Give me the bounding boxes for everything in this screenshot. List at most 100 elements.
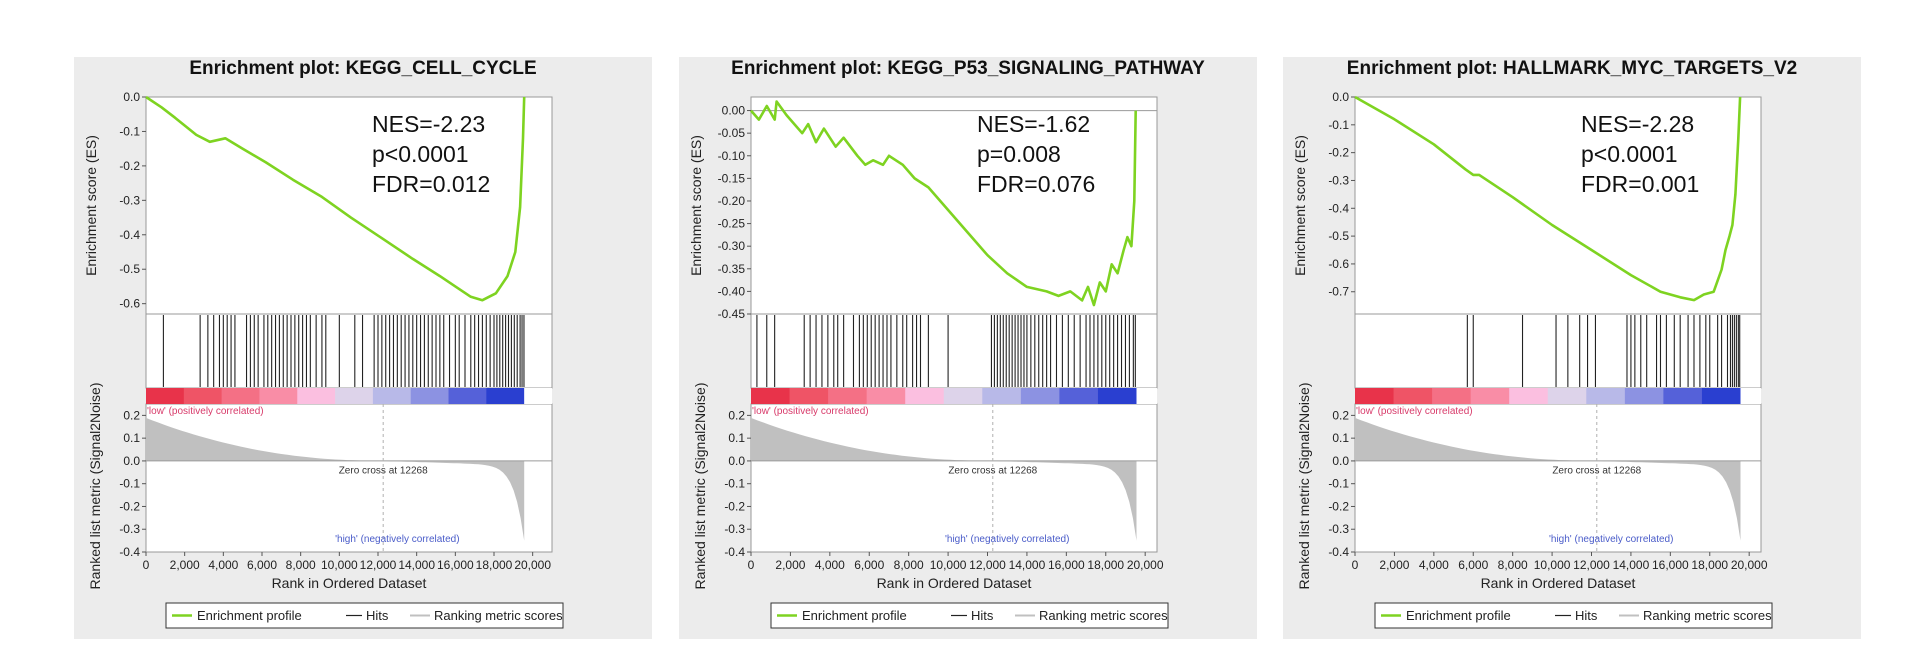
xtick-label: 4,000 <box>208 558 238 572</box>
rank-ytick-label: 0.0 <box>728 454 745 468</box>
enrichment-panel-2: Enrichment plot: KEGG_P53_SIGNALING_PATH… <box>679 57 1257 639</box>
xtick-label: 2,000 <box>775 558 805 572</box>
legend: Enrichment profile Hits Ranking metric sco… <box>165 602 564 629</box>
xtick-label: 4,000 <box>815 558 845 572</box>
stat-1: p=0.008 <box>977 141 1061 167</box>
es-ytick-label: -0.2 <box>1328 146 1349 160</box>
label-low: 'low' (positively correlated) <box>1356 406 1473 417</box>
es-plot-frame <box>1354 96 1762 315</box>
es-ytick-label: -0.2 <box>119 159 140 173</box>
xtick-label: 18,000 <box>1087 558 1124 572</box>
es-ytick-label: -0.1 <box>119 124 140 138</box>
label-high: 'high' (negatively correlated) <box>335 534 459 545</box>
heat-segment <box>486 388 525 404</box>
es-ytick-label: -0.25 <box>718 217 746 231</box>
heat-segment <box>1393 388 1433 404</box>
xtick-label: 14,000 <box>398 558 435 572</box>
xtick-label: 18,000 <box>476 558 513 572</box>
rank-ytick-label: 0.2 <box>728 408 745 422</box>
es-ytick-label: 0.0 <box>123 90 140 104</box>
heat-segment <box>1586 388 1626 404</box>
es-ytick-label: -0.30 <box>718 239 746 253</box>
heat-tail <box>1136 388 1157 404</box>
xtick-label: 0 <box>1352 558 1359 572</box>
heat-segment <box>259 388 298 404</box>
legend: Enrichment profile Hits Ranking metric sco… <box>1374 602 1773 629</box>
label-low: 'low' (positively correlated) <box>147 406 264 417</box>
heat-segment <box>297 388 336 404</box>
legend-profile-label: Enrichment profile <box>802 608 907 623</box>
enrichment-panel-1: Enrichment plot: KEGG_CELL_CYCLE 0.0 -0.1 -… <box>74 57 652 639</box>
xtick-label: 10,000 <box>1534 558 1571 572</box>
heat-segment <box>1701 388 1742 404</box>
xtick-label: 20,000 <box>514 558 551 572</box>
heat-tail <box>1740 388 1761 404</box>
stat-2: FDR=0.001 <box>1581 171 1699 197</box>
rank-ytick-label: -0.2 <box>119 499 140 513</box>
es-ytick-label: -0.5 <box>1328 229 1349 243</box>
rank-ytick-label: 0.1 <box>728 431 745 445</box>
xtick-label: 16,000 <box>1652 558 1689 572</box>
rank-ytick-label: -0.3 <box>119 522 140 536</box>
xtick-label: 2,000 <box>170 558 200 572</box>
ranking-metric-area <box>146 415 525 541</box>
zero-cross-label: Zero cross at 12268 <box>1552 465 1641 476</box>
rank-ytick-label: 0.2 <box>1332 408 1349 422</box>
es-ytick-label: 0.0 <box>1332 90 1349 104</box>
es-ytick-label: -0.20 <box>718 194 746 208</box>
ranking-metric-area <box>1355 415 1741 541</box>
xtick-label: 6,000 <box>854 558 884 572</box>
ranking-metric-area <box>751 415 1137 541</box>
legend-ranking-label: Ranking metric scores <box>1643 608 1772 623</box>
xtick-label: 8,000 <box>286 558 316 572</box>
chart-svg: Enrichment plot: HALLMARK_MYC_TARGETS_V2… <box>1292 58 1797 629</box>
stat-0: NES=-1.62 <box>977 111 1090 137</box>
es-ytick-label: -0.45 <box>718 307 746 321</box>
rank-ytick-label: -0.2 <box>724 499 745 513</box>
zero-cross-label: Zero cross at 12268 <box>339 465 428 476</box>
stat-2: FDR=0.076 <box>977 171 1095 197</box>
hits-frame <box>1354 313 1762 389</box>
heat-segment <box>146 388 185 404</box>
heat-segment <box>1624 388 1664 404</box>
legend-ranking-label: Ranking metric scores <box>434 608 563 623</box>
rank-ytick-label: -0.1 <box>1328 477 1349 491</box>
chart-svg: Enrichment plot: KEGG_P53_SIGNALING_PATH… <box>688 58 1205 629</box>
es-ytick-label: 0.00 <box>722 104 746 118</box>
xlabel: Rank in Ordered Dataset <box>272 575 427 591</box>
stat-2: FDR=0.012 <box>372 171 490 197</box>
zero-cross-label: Zero cross at 12268 <box>948 465 1037 476</box>
heat-segment <box>1547 388 1587 404</box>
es-ytick-label: -0.5 <box>119 262 140 276</box>
es-ytick-label: -0.6 <box>1328 257 1349 271</box>
xtick-label: 14,000 <box>1613 558 1650 572</box>
xtick-label: 18,000 <box>1691 558 1728 572</box>
es-ytick-label: -0.3 <box>1328 173 1349 187</box>
legend-box <box>770 602 1169 629</box>
legend-box <box>1374 602 1773 629</box>
legend: Enrichment profile Hits Ranking metric sco… <box>770 602 1169 629</box>
enrichment-panel-3: Enrichment plot: HALLMARK_MYC_TARGETS_V2… <box>1283 57 1861 639</box>
legend-box <box>165 602 564 629</box>
rank-ytick-label: -0.4 <box>1328 545 1349 559</box>
label-high: 'high' (negatively correlated) <box>1549 534 1673 545</box>
rank-plot-frame <box>1354 403 1762 553</box>
chart-title: Enrichment plot: KEGG_CELL_CYCLE <box>189 58 536 79</box>
xtick-label: 2,000 <box>1379 558 1409 572</box>
es-plot-frame <box>145 96 553 315</box>
rank-ytick-label: 0.0 <box>123 454 140 468</box>
xlabel: Rank in Ordered Dataset <box>877 575 1032 591</box>
heat-segment <box>221 388 260 404</box>
rank-ylabel: Ranked list metric (Signal2Noise) <box>87 383 103 590</box>
xtick-label: 4,000 <box>1419 558 1449 572</box>
rank-ytick-label: -0.4 <box>724 545 745 559</box>
es-ytick-label: -0.15 <box>718 171 746 185</box>
es-ytick-label: -0.35 <box>718 262 746 276</box>
heat-segment <box>410 388 450 404</box>
heat-segment <box>1355 388 1395 404</box>
rank-ytick-label: -0.3 <box>724 522 745 536</box>
chart-title: Enrichment plot: HALLMARK_MYC_TARGETS_V2 <box>1347 58 1797 79</box>
stat-1: p<0.0001 <box>372 141 469 167</box>
heat-segment <box>1020 388 1060 404</box>
es-plot-frame <box>750 96 1158 315</box>
